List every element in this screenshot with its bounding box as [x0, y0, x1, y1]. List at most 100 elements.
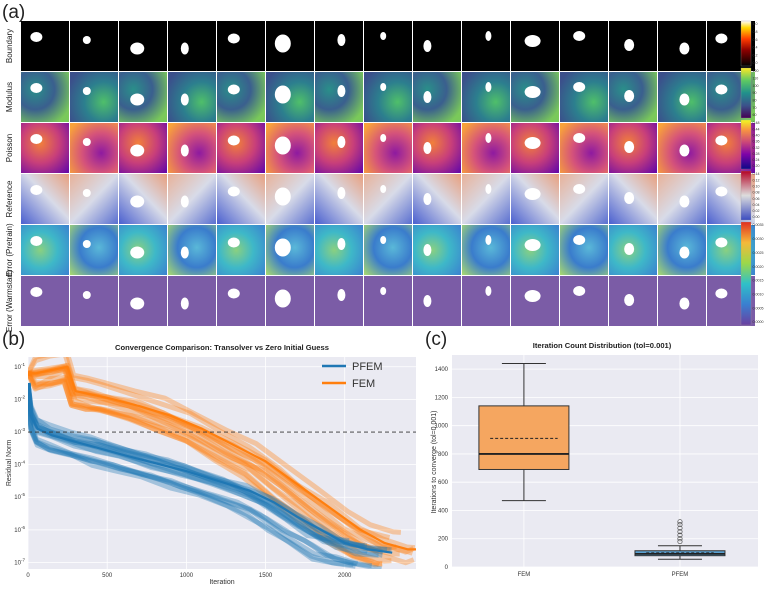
chart-c-title: Iteration Count Distribution (tol=0.001)	[533, 341, 672, 350]
x-tick-label: FEM	[518, 572, 531, 578]
hole-shape	[624, 243, 635, 255]
field-tile	[168, 123, 216, 173]
field-tile	[217, 72, 265, 122]
hole-shape	[130, 144, 145, 157]
colorbar-tick-label: 80	[753, 99, 757, 103]
hole-shape	[715, 135, 728, 146]
x-tick-label: 500	[102, 573, 113, 579]
series-run	[28, 382, 359, 566]
x-tick-label: 1000	[180, 573, 194, 579]
hole-shape	[679, 297, 690, 310]
hole-shape	[524, 290, 541, 302]
hole-shape	[423, 193, 432, 205]
hole-shape	[82, 87, 91, 95]
hole-shape	[524, 35, 541, 47]
colorbar-tick-label: 0.4	[753, 46, 758, 50]
field-tile	[413, 225, 461, 275]
field-tile	[168, 72, 216, 122]
hole-shape	[337, 85, 346, 97]
legend-pfem-label: PFEM	[352, 361, 383, 373]
hole-shape	[82, 36, 91, 44]
hole-shape	[679, 144, 690, 157]
hole-shape	[337, 289, 346, 301]
hole-shape	[485, 31, 492, 41]
x-tick-label: 0	[26, 573, 30, 579]
field-tile	[168, 174, 216, 224]
field-tile	[413, 123, 461, 173]
field-tile	[168, 21, 216, 71]
field-tile	[364, 276, 412, 326]
series-run	[28, 357, 391, 541]
chart-c-ticks: 0 200 400 600 800 1000 1200 1400 FEM PFEM	[435, 367, 689, 578]
hole-shape	[423, 40, 432, 52]
colorbar-tick-label: 0.0035	[753, 223, 764, 227]
row-label: Error (Pretrain)	[5, 223, 14, 277]
field-tile	[560, 174, 608, 224]
y-tick-label: 1200	[435, 395, 449, 401]
hole-shape	[679, 195, 690, 208]
field-tile	[315, 72, 363, 122]
colorbar-tick-label: 60	[753, 113, 757, 117]
field-tile	[315, 21, 363, 71]
field-tile	[413, 174, 461, 224]
hole-shape	[180, 144, 189, 157]
field-tile	[413, 72, 461, 122]
hole-shape	[82, 291, 91, 299]
hole-shape	[274, 34, 291, 53]
y-tick-label: 10-1	[14, 362, 25, 371]
colorbar-tick-label: 100	[753, 84, 759, 88]
chart-b-plot-area	[28, 357, 416, 569]
hole-shape	[130, 93, 145, 106]
hole-shape	[573, 82, 586, 92]
hole-shape	[573, 235, 586, 245]
chart-c-ylabel: Iterations to converge (tol=0.001)	[431, 411, 438, 514]
hole-shape	[130, 42, 145, 55]
series-run	[28, 382, 354, 568]
colorbar-tick-label: 0.6	[753, 38, 758, 42]
hole-shape	[180, 246, 189, 259]
colorbar-tick-label: 0.06	[753, 197, 760, 201]
x-tick-label: PFEM	[672, 572, 689, 578]
field-tile	[70, 123, 118, 173]
series-run	[28, 382, 379, 558]
hole-shape	[227, 33, 240, 44]
hole-shape	[715, 288, 728, 299]
colorbar-tick-label: 0.00	[753, 215, 760, 219]
panel-a-grid: Boundary Modulus Poisson Reference Error (Pr…	[5, 21, 755, 332]
colorbar-tick-label: 0.44	[753, 127, 760, 131]
hole-shape	[380, 287, 387, 295]
colorbar	[740, 119, 752, 170]
panel-c-label: (c)	[425, 329, 447, 350]
hole-shape	[485, 133, 492, 143]
hole-shape	[624, 39, 635, 51]
colorbar-tick-label: 0.2	[753, 53, 758, 57]
hole-shape	[380, 185, 387, 193]
row-label: Poisson	[5, 134, 14, 162]
hole-shape	[423, 142, 432, 154]
colorbar-tick-label: 0.24	[753, 158, 760, 162]
colorbar-tick-label: 120	[753, 69, 759, 73]
field-tile	[364, 225, 412, 275]
series-run	[28, 382, 350, 544]
field-tile	[168, 276, 216, 326]
y-tick-label: 1000	[435, 424, 449, 430]
hole-shape	[180, 195, 189, 208]
series-run	[28, 382, 383, 558]
chart-b-xlabel: Iteration	[209, 579, 234, 586]
field-tile	[217, 174, 265, 224]
outlier-point	[677, 529, 683, 535]
hole-shape	[274, 85, 291, 104]
field-tile	[70, 174, 118, 224]
field-tile	[462, 225, 510, 275]
field-tile	[413, 21, 461, 71]
field-tile	[462, 72, 510, 122]
colorbar-tick-label: 0.32	[753, 146, 760, 150]
colorbar-tick-label: 0.0025	[753, 251, 764, 255]
hole-shape	[524, 137, 541, 149]
hole-shape	[82, 189, 91, 197]
y-tick-label: 800	[438, 452, 449, 458]
y-tick-label: 400	[438, 508, 449, 514]
hole-shape	[573, 31, 586, 41]
hole-shape	[337, 34, 346, 46]
hole-shape	[573, 184, 586, 194]
